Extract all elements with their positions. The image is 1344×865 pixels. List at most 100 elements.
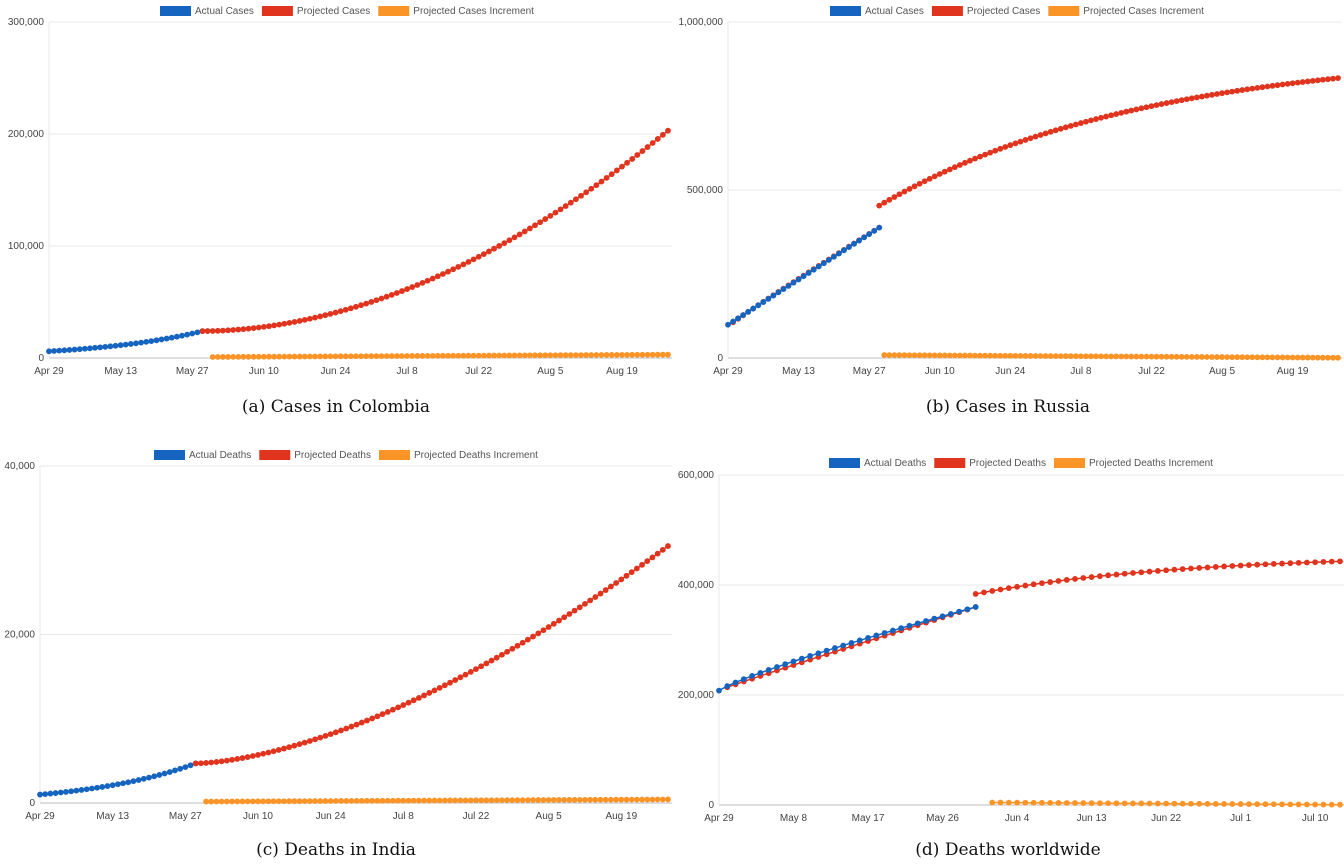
- projected-point: [426, 690, 433, 696]
- increment-point: [659, 351, 666, 358]
- projected-point: [1249, 85, 1256, 92]
- projected-point: [618, 576, 625, 583]
- increment-point: [431, 797, 438, 804]
- projected-point: [266, 323, 272, 330]
- increment-point: [1080, 800, 1087, 806]
- actual-point: [120, 780, 126, 787]
- increment-point: [602, 796, 609, 803]
- projected-point: [1158, 101, 1165, 107]
- projected-point: [524, 636, 531, 643]
- actual-point: [61, 347, 68, 354]
- actual-point: [730, 318, 736, 325]
- projected-point: [1229, 563, 1236, 569]
- increment-point: [526, 352, 533, 359]
- increment-point: [1017, 352, 1024, 359]
- projected-point: [1055, 578, 1062, 584]
- projected-point: [639, 148, 646, 154]
- projected-point: [384, 708, 391, 715]
- projected-point: [306, 738, 313, 744]
- projected-point: [573, 196, 579, 203]
- projected-point: [1320, 559, 1327, 565]
- increment-point: [379, 797, 386, 804]
- projected-point: [410, 697, 417, 704]
- increment-point: [1146, 800, 1153, 807]
- projected-point: [332, 729, 339, 736]
- increment-point: [369, 797, 376, 804]
- increment-point: [1154, 800, 1161, 807]
- increment-point: [301, 798, 308, 805]
- projected-point: [421, 692, 427, 699]
- increment-point: [540, 797, 547, 803]
- increment-point: [1014, 799, 1020, 806]
- projected-point: [578, 192, 584, 199]
- projected-point: [891, 194, 898, 200]
- y-tick-label: 600,000: [678, 470, 715, 481]
- projected-point: [896, 191, 903, 198]
- increment-point: [291, 798, 298, 805]
- projected-point: [981, 589, 987, 596]
- increment-point: [931, 352, 938, 359]
- legend-swatch-increment: [1048, 6, 1080, 16]
- projected-point: [576, 604, 583, 611]
- projected-point: [588, 185, 595, 192]
- projected-point: [1239, 87, 1246, 93]
- projected-point: [249, 753, 256, 759]
- increment-point: [1138, 353, 1145, 360]
- increment-point: [619, 351, 625, 358]
- projected-point: [1337, 558, 1343, 565]
- increment-point: [633, 796, 640, 803]
- actual-point: [99, 784, 106, 790]
- increment-point: [1239, 354, 1246, 361]
- projected-point: [496, 243, 503, 249]
- projected-point: [597, 590, 604, 597]
- actual-point: [89, 785, 95, 792]
- increment-point: [1105, 800, 1112, 807]
- increment-point: [220, 354, 226, 360]
- increment-point: [240, 353, 247, 360]
- increment-point: [1067, 353, 1074, 360]
- actual-point: [770, 292, 777, 299]
- increment-point: [1032, 353, 1039, 359]
- projected-point: [199, 328, 206, 335]
- increment-point: [618, 796, 625, 803]
- actual-point: [866, 231, 873, 238]
- projected-point: [532, 222, 538, 229]
- actual-point: [177, 765, 184, 772]
- projected-point: [218, 758, 225, 765]
- projected-point: [1312, 559, 1319, 566]
- actual-series: [725, 224, 883, 328]
- increment-point: [583, 352, 590, 358]
- projected-point: [229, 756, 235, 763]
- actual-point: [179, 332, 185, 339]
- increment-point: [353, 353, 359, 360]
- legend-label-projected: Projected Deaths: [294, 450, 371, 461]
- projected-point: [301, 739, 308, 746]
- x-tick-label: May 27: [176, 366, 209, 377]
- actual-point: [861, 234, 868, 241]
- projected-point: [665, 127, 671, 134]
- projected-point: [1080, 575, 1087, 581]
- legend-label-actual: Actual Deaths: [189, 450, 251, 461]
- x-tick-label: Jun 4: [1005, 813, 1030, 824]
- y-tick-label: 200,000: [678, 690, 715, 701]
- actual-point: [823, 647, 830, 654]
- projected-point: [270, 748, 277, 755]
- projected-point: [1193, 94, 1200, 101]
- legend-label-increment: Projected Cases Increment: [1083, 6, 1204, 17]
- increment-point: [1047, 353, 1054, 359]
- increment-point: [530, 797, 536, 803]
- y-tick-label: 500,000: [687, 185, 724, 196]
- projected-point: [332, 309, 339, 316]
- projected-point: [1264, 83, 1271, 90]
- increment-point: [989, 799, 996, 806]
- projected-point: [440, 271, 446, 277]
- actual-point: [856, 637, 863, 644]
- increment-point: [1148, 353, 1155, 360]
- increment-point: [916, 352, 923, 359]
- increment-point: [286, 798, 293, 805]
- projected-point: [1072, 576, 1078, 582]
- projected-point: [619, 163, 625, 170]
- y-tick-label: 100,000: [8, 241, 45, 252]
- increment-point: [1330, 354, 1336, 361]
- increment-point: [460, 352, 467, 359]
